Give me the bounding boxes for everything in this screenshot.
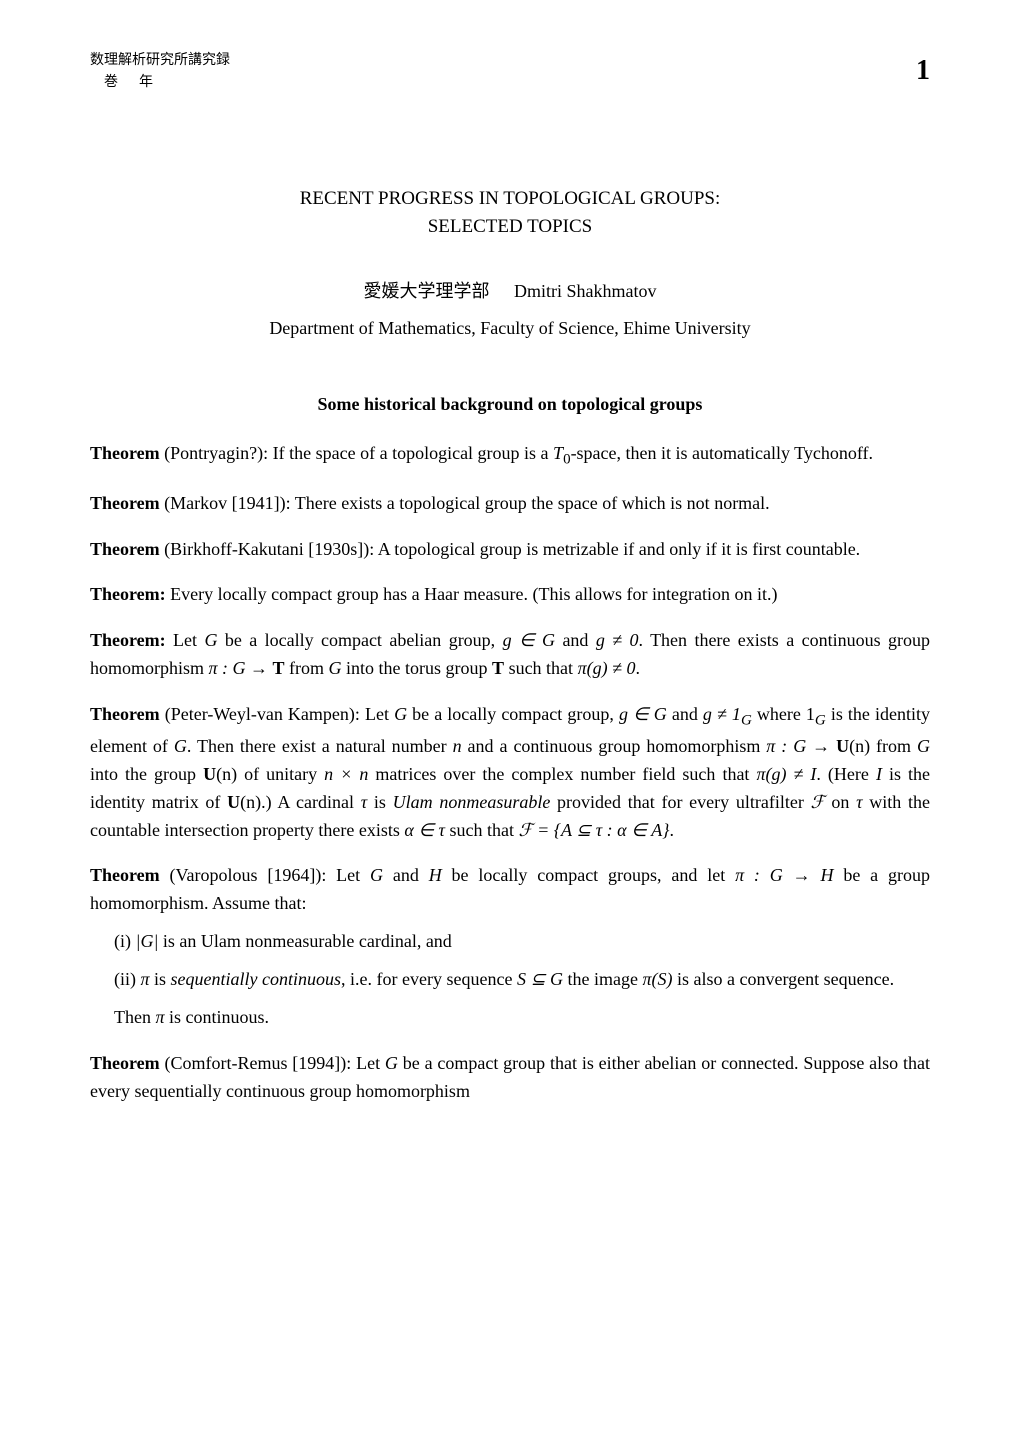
theorem-varopolous: Theorem (Varopolous [1964]): Let G and H… — [90, 862, 930, 918]
author-affiliation: Department of Mathematics, Faculty of Sc… — [90, 318, 930, 339]
theorem-varopolous-i: (i) |G| is an Ulam nonmeasurable cardina… — [90, 928, 930, 956]
page-number: 1 — [916, 55, 930, 87]
title-line1: RECENT PROGRESS IN TOPOLOGICAL GROUPS: — [90, 185, 930, 214]
section-title: Some historical background on topologica… — [90, 394, 930, 415]
theorem-birkhoff-kakutani: Theorem (Birkhoff-Kakutani [1930s]): A t… — [90, 536, 930, 564]
author-line: 愛媛大学理学部 Dmitri Shakhmatov — [90, 277, 930, 303]
theorem-pontryagin: Theorem (Pontryagin?): If the space of a… — [90, 440, 930, 472]
header-line1: 数理解析研究所講究録 — [90, 50, 930, 72]
title-line2: SELECTED TOPICS — [90, 213, 930, 242]
theorem-varopolous-then: Then π is continuous. — [90, 1004, 930, 1032]
author-name: Dmitri Shakhmatov — [514, 281, 657, 301]
document-page: 数理解析研究所講究録 巻 年 1 RECENT PROGRESS IN TOPO… — [0, 0, 1020, 1174]
theorem-haar: Theorem: Every locally compact group has… — [90, 581, 930, 609]
theorem-peter-weyl: Theorem (Peter-Weyl-van Kampen): Let G b… — [90, 701, 930, 844]
theorem-varopolous-ii: (ii) π is sequentially continuous, i.e. … — [90, 966, 930, 994]
author-affiliation-jp: 愛媛大学理学部 — [364, 281, 490, 301]
header-japanese: 数理解析研究所講究録 巻 年 — [90, 50, 930, 95]
header-line2: 巻 年 — [90, 72, 930, 94]
theorem-abelian: Theorem: Let G be a locally compact abel… — [90, 627, 930, 683]
paper-title: RECENT PROGRESS IN TOPOLOGICAL GROUPS: S… — [90, 185, 930, 242]
theorem-comfort-remus: Theorem (Comfort-Remus [1994]): Let G be… — [90, 1050, 930, 1106]
theorem-markov: Theorem (Markov [1941]): There exists a … — [90, 490, 930, 518]
